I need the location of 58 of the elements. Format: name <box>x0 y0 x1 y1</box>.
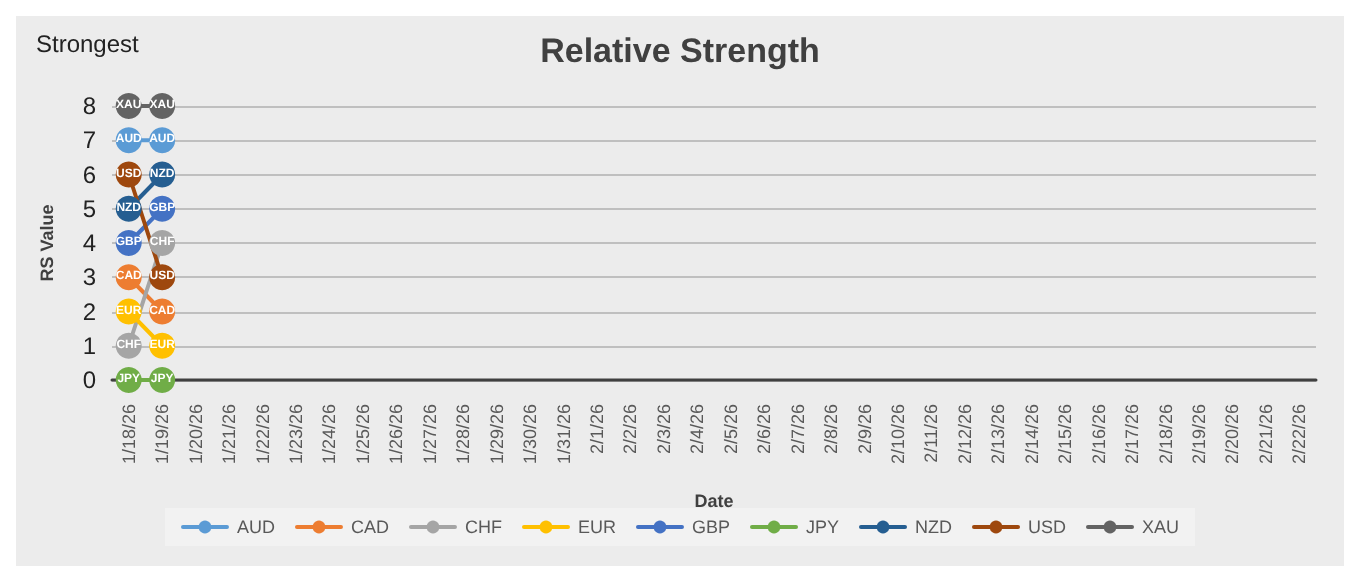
legend-label: AUD <box>236 517 276 537</box>
x-tick-label: 1/24/26 <box>319 404 340 465</box>
y-tick-label: 0 <box>82 366 97 394</box>
y-tick-label: 4 <box>82 229 97 257</box>
text: Strongest <box>36 30 141 58</box>
y-tick-label: 8 <box>82 92 97 120</box>
x-tick-label: 2/22/26 <box>1289 404 1310 465</box>
x-tick-label: 2/2/26 <box>620 404 641 455</box>
legend-label: EUR <box>577 517 617 537</box>
legend-label: CHF <box>464 517 503 537</box>
legend-label: CAD <box>350 517 390 537</box>
legend-label: NZD <box>915 517 953 537</box>
x-tick-label: 2/3/26 <box>653 404 674 455</box>
x-tick-label: 2/15/26 <box>1055 404 1076 465</box>
x-tick-label: 1/31/26 <box>553 404 574 465</box>
y-tick-label: 6 <box>82 160 97 189</box>
y-tick-label: 1 <box>82 331 97 360</box>
x-tick-label: 1/20/26 <box>185 404 206 465</box>
x-tick-label: 1/23/26 <box>285 404 306 465</box>
x-tick-label: 2/6/26 <box>754 404 775 455</box>
x-tick-label: 2/7/26 <box>787 404 808 455</box>
x-tick-label: 1/19/26 <box>152 404 173 465</box>
legend-label: JPY <box>806 517 840 537</box>
y-tick-label: 5 <box>82 194 97 223</box>
chart-title: Relative Strength <box>540 32 820 70</box>
x-tick-label: 2/18/26 <box>1155 404 1176 465</box>
x-tick-label: 2/11/26 <box>921 404 942 463</box>
x-tick-label: 2/17/26 <box>1122 404 1143 465</box>
x-tick-label: 1/25/26 <box>352 404 373 465</box>
x-tick-label: 2/21/26 <box>1255 404 1276 465</box>
x-tick-label: 2/13/26 <box>988 404 1009 465</box>
x-tick-label: 1/21/26 <box>219 404 240 465</box>
y-axis-title: RS Value <box>37 204 57 282</box>
x-tick-label: 2/9/26 <box>854 404 875 455</box>
x-tick-label: 2/1/26 <box>586 404 607 455</box>
x-tick-label: 2/4/26 <box>687 404 708 455</box>
x-tick-label: 1/18/26 <box>118 404 139 465</box>
y-tick-label: 3 <box>82 263 97 292</box>
legend-label: GBP <box>691 517 731 537</box>
legend-label: XAU <box>1142 517 1180 537</box>
x-tick-label: 2/16/26 <box>1088 404 1109 465</box>
x-tick-label: 1/27/26 <box>419 404 440 465</box>
x-tick-label: 1/28/26 <box>453 404 474 465</box>
x-tick-label: 2/10/26 <box>887 404 908 465</box>
x-tick-label: 2/20/26 <box>1222 404 1243 465</box>
x-tick-label: 2/5/26 <box>720 404 741 455</box>
x-tick-label: 2/19/26 <box>1188 404 1209 465</box>
legend-label: USD <box>1028 517 1068 537</box>
y-tick-label: 7 <box>82 126 97 155</box>
x-tick-label: 2/14/26 <box>1021 404 1042 465</box>
x-tick-label: 1/30/26 <box>520 404 541 465</box>
x-tick-label: 1/22/26 <box>252 404 273 465</box>
x-tick-label: 1/29/26 <box>486 404 507 465</box>
x-axis-title: Date <box>694 491 734 511</box>
x-tick-label: 2/8/26 <box>821 404 842 455</box>
y-tick-label: 2 <box>82 297 97 326</box>
x-tick-label: 1/26/26 <box>386 404 407 465</box>
x-tick-label: 2/12/26 <box>954 404 975 465</box>
